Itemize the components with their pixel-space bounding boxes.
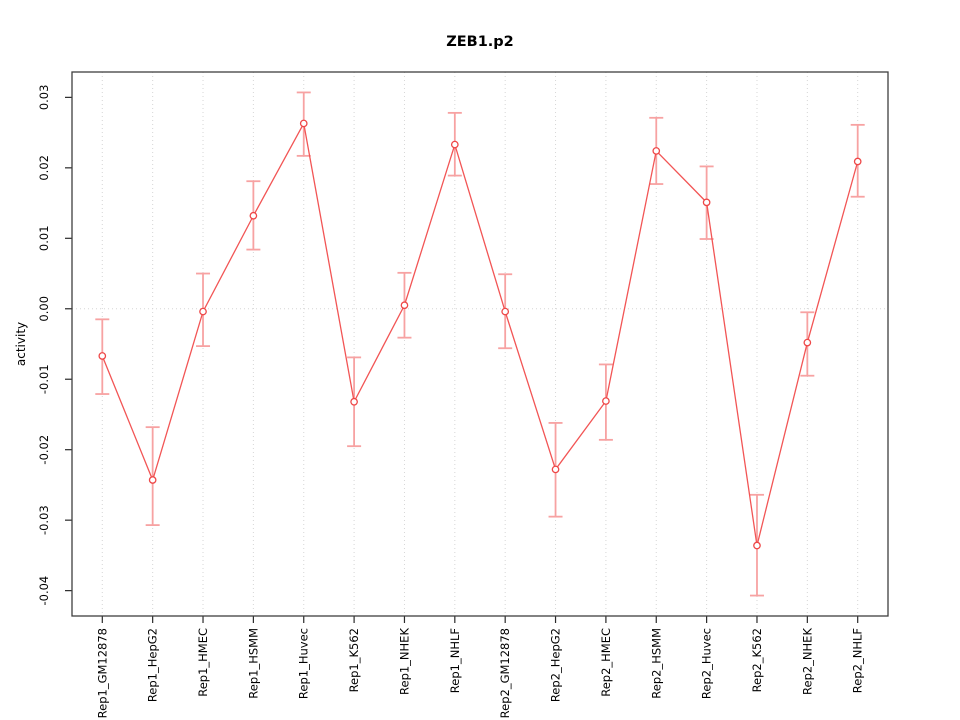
data-point [450, 140, 459, 149]
y-tick-label: 0.00 [37, 296, 51, 322]
y-tick-label: -0.04 [37, 576, 51, 606]
x-tick-label: Rep1_NHLF [448, 628, 462, 693]
x-tick-label: Rep2_HMEC [599, 628, 613, 697]
x-tick-label: Rep2_HSMM [649, 628, 663, 699]
data-point [753, 541, 761, 550]
x-tick-label: Rep1_HSMM [246, 628, 260, 699]
chart-title: ZEB1.p2 [446, 34, 514, 50]
y-tick-label: 0.02 [37, 155, 51, 181]
x-tick-label: Rep2_NHEK [800, 628, 814, 695]
x-tick-label: Rep2_NHLF [851, 628, 865, 693]
data-point [501, 307, 510, 316]
plot-frame [71, 71, 889, 617]
plot-layer: -0.04 -0.03 -0.02 -0.01 0.00 0.01 0.02 0.03 Rep1… [37, 71, 889, 718]
data-point [602, 397, 610, 405]
x-tick-label: Rep2_HepG2 [549, 628, 563, 702]
y-tick-label: -0.02 [37, 435, 51, 465]
data-point [803, 338, 812, 347]
data-point [299, 119, 308, 128]
x-tick-label: Rep1_NHEK [397, 628, 411, 695]
data-point [652, 147, 661, 155]
x-tick-label: Rep2_Huvec [700, 628, 714, 699]
data-point [702, 198, 711, 207]
data-point [551, 465, 560, 474]
x-tick-label: Rep2_GM12878 [498, 628, 512, 718]
data-point [199, 307, 207, 316]
x-tick-label: Rep1_GM12878 [95, 628, 109, 718]
x-tick-label: Rep1_HMEC [196, 628, 210, 697]
data-point [98, 352, 107, 360]
x-tick-label: Rep2_K562 [750, 628, 764, 692]
data-line [101, 121, 859, 546]
data-point [148, 476, 157, 484]
y-tick-label: 0.03 [37, 85, 51, 111]
x-tick-label: Rep1_HepG2 [146, 628, 160, 702]
data-point [249, 211, 258, 220]
y-tick-label: -0.01 [37, 364, 51, 394]
data-point [853, 157, 862, 166]
y-tick-label: -0.03 [37, 505, 51, 535]
data-point [350, 397, 358, 406]
y-axis-label: activity [14, 322, 28, 366]
y-tick-label: 0.01 [37, 225, 51, 251]
x-tick-label: Rep1_K562 [347, 628, 361, 692]
x-tick-label: Rep1_Huvec [297, 628, 311, 699]
data-point [400, 301, 409, 310]
